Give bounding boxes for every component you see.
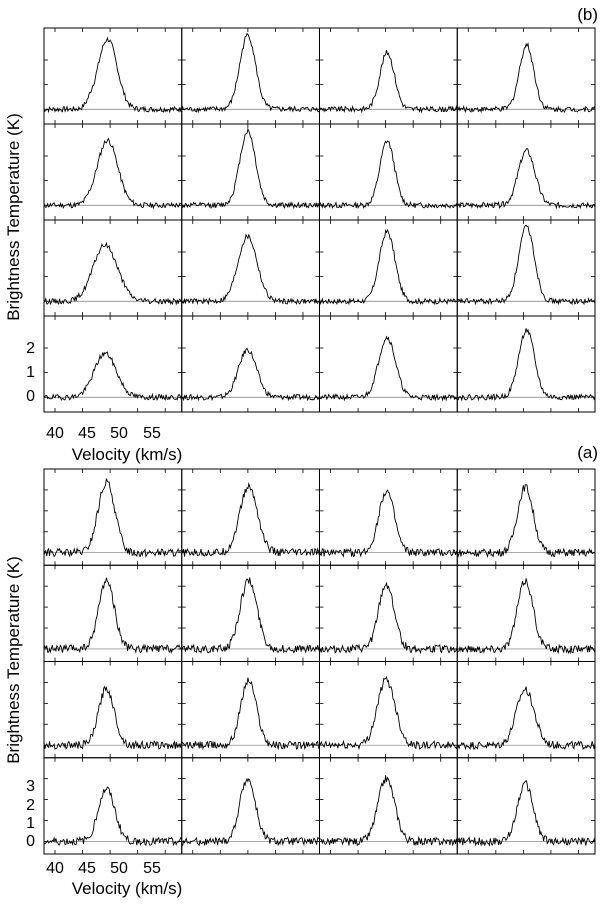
- spectrum-line: [43, 577, 183, 654]
- spectrum-line: [319, 489, 458, 558]
- spectrum-line: [319, 49, 458, 114]
- panel-a-label: (a): [577, 443, 598, 462]
- spectrum-cell: [319, 564, 458, 662]
- spectrum-line: [181, 347, 320, 402]
- spectrum-cell: [181, 468, 320, 566]
- spectrum-line: [319, 675, 458, 751]
- spectrum-line: [181, 677, 320, 751]
- spectrum-line: [181, 482, 320, 557]
- panel-b-x-tick: 50: [110, 425, 128, 442]
- panel-a-y-axis-label: Brightness Temperature (K): [4, 556, 23, 764]
- spectrum-cell: [456, 315, 596, 413]
- panel-a-y-tick: 0: [26, 833, 35, 850]
- spectrum-line: [319, 581, 458, 655]
- spectrum-line: [181, 32, 320, 114]
- spectrum-line: [181, 233, 320, 306]
- spectrum-line: [457, 224, 596, 306]
- spectrum-line: [456, 42, 596, 114]
- spectrum-line: [43, 36, 182, 114]
- spectrum-line: [457, 328, 596, 402]
- spectra-grid: [43, 468, 596, 855]
- spectrum-line: [43, 786, 183, 847]
- spectrum-line: [319, 335, 458, 402]
- spectrum-line: [181, 777, 320, 847]
- panel-b: (b) Brightness Temperature (K) Velocity …: [4, 5, 598, 464]
- spectrum-line: [456, 147, 596, 210]
- spectrum-line: [456, 578, 596, 655]
- spectrum-line: [181, 577, 320, 654]
- spectra-plots: [43, 27, 596, 855]
- panel-a-x-axis-label: Velocity (km/s): [72, 879, 183, 898]
- spectrum-line: [319, 228, 458, 306]
- panel-a-x-tick: 45: [78, 860, 96, 877]
- panel-b-y-tick: 2: [26, 340, 35, 357]
- panel-a-y-tick: 1: [26, 815, 35, 832]
- panel-b-y-axis-label: Brightness Temperature (K): [4, 113, 23, 321]
- spectrum-line: [43, 241, 183, 306]
- spectrum-line: [457, 686, 596, 751]
- panel-b-x-tick: 40: [46, 425, 64, 442]
- panel-a-x-tick: 50: [110, 860, 128, 877]
- spectrum-line: [457, 779, 596, 847]
- spectrum-cell: [456, 757, 596, 855]
- spectrum-line: [319, 140, 458, 209]
- panel-a-y-tick: 2: [26, 797, 35, 814]
- panel-b-x-tick: 45: [78, 425, 96, 442]
- panel-a-y-tick: 3: [26, 778, 35, 795]
- panel-b-x-tick: 55: [143, 425, 161, 442]
- panel-a-x-tick: 40: [46, 860, 64, 877]
- spectrum-line: [43, 351, 183, 401]
- spectrum-line: [456, 484, 596, 559]
- panel-b-y-tick: 1: [26, 364, 35, 381]
- panel-b-y-tick: 0: [26, 388, 35, 405]
- panel-b-x-axis-label: Velocity (km/s): [72, 445, 183, 464]
- spectrum-line: [43, 137, 183, 210]
- spectrum-line: [181, 127, 320, 210]
- spectra-grid: [43, 27, 596, 413]
- spectrum-line: [319, 775, 458, 847]
- panel-b-label: (b): [577, 5, 598, 24]
- spectrum-line: [43, 685, 182, 750]
- panel-a-x-tick: 55: [143, 860, 161, 877]
- panel-a: (a) Brightness Temperature (K) Velocity …: [4, 443, 598, 898]
- spectrum-line: [43, 478, 183, 558]
